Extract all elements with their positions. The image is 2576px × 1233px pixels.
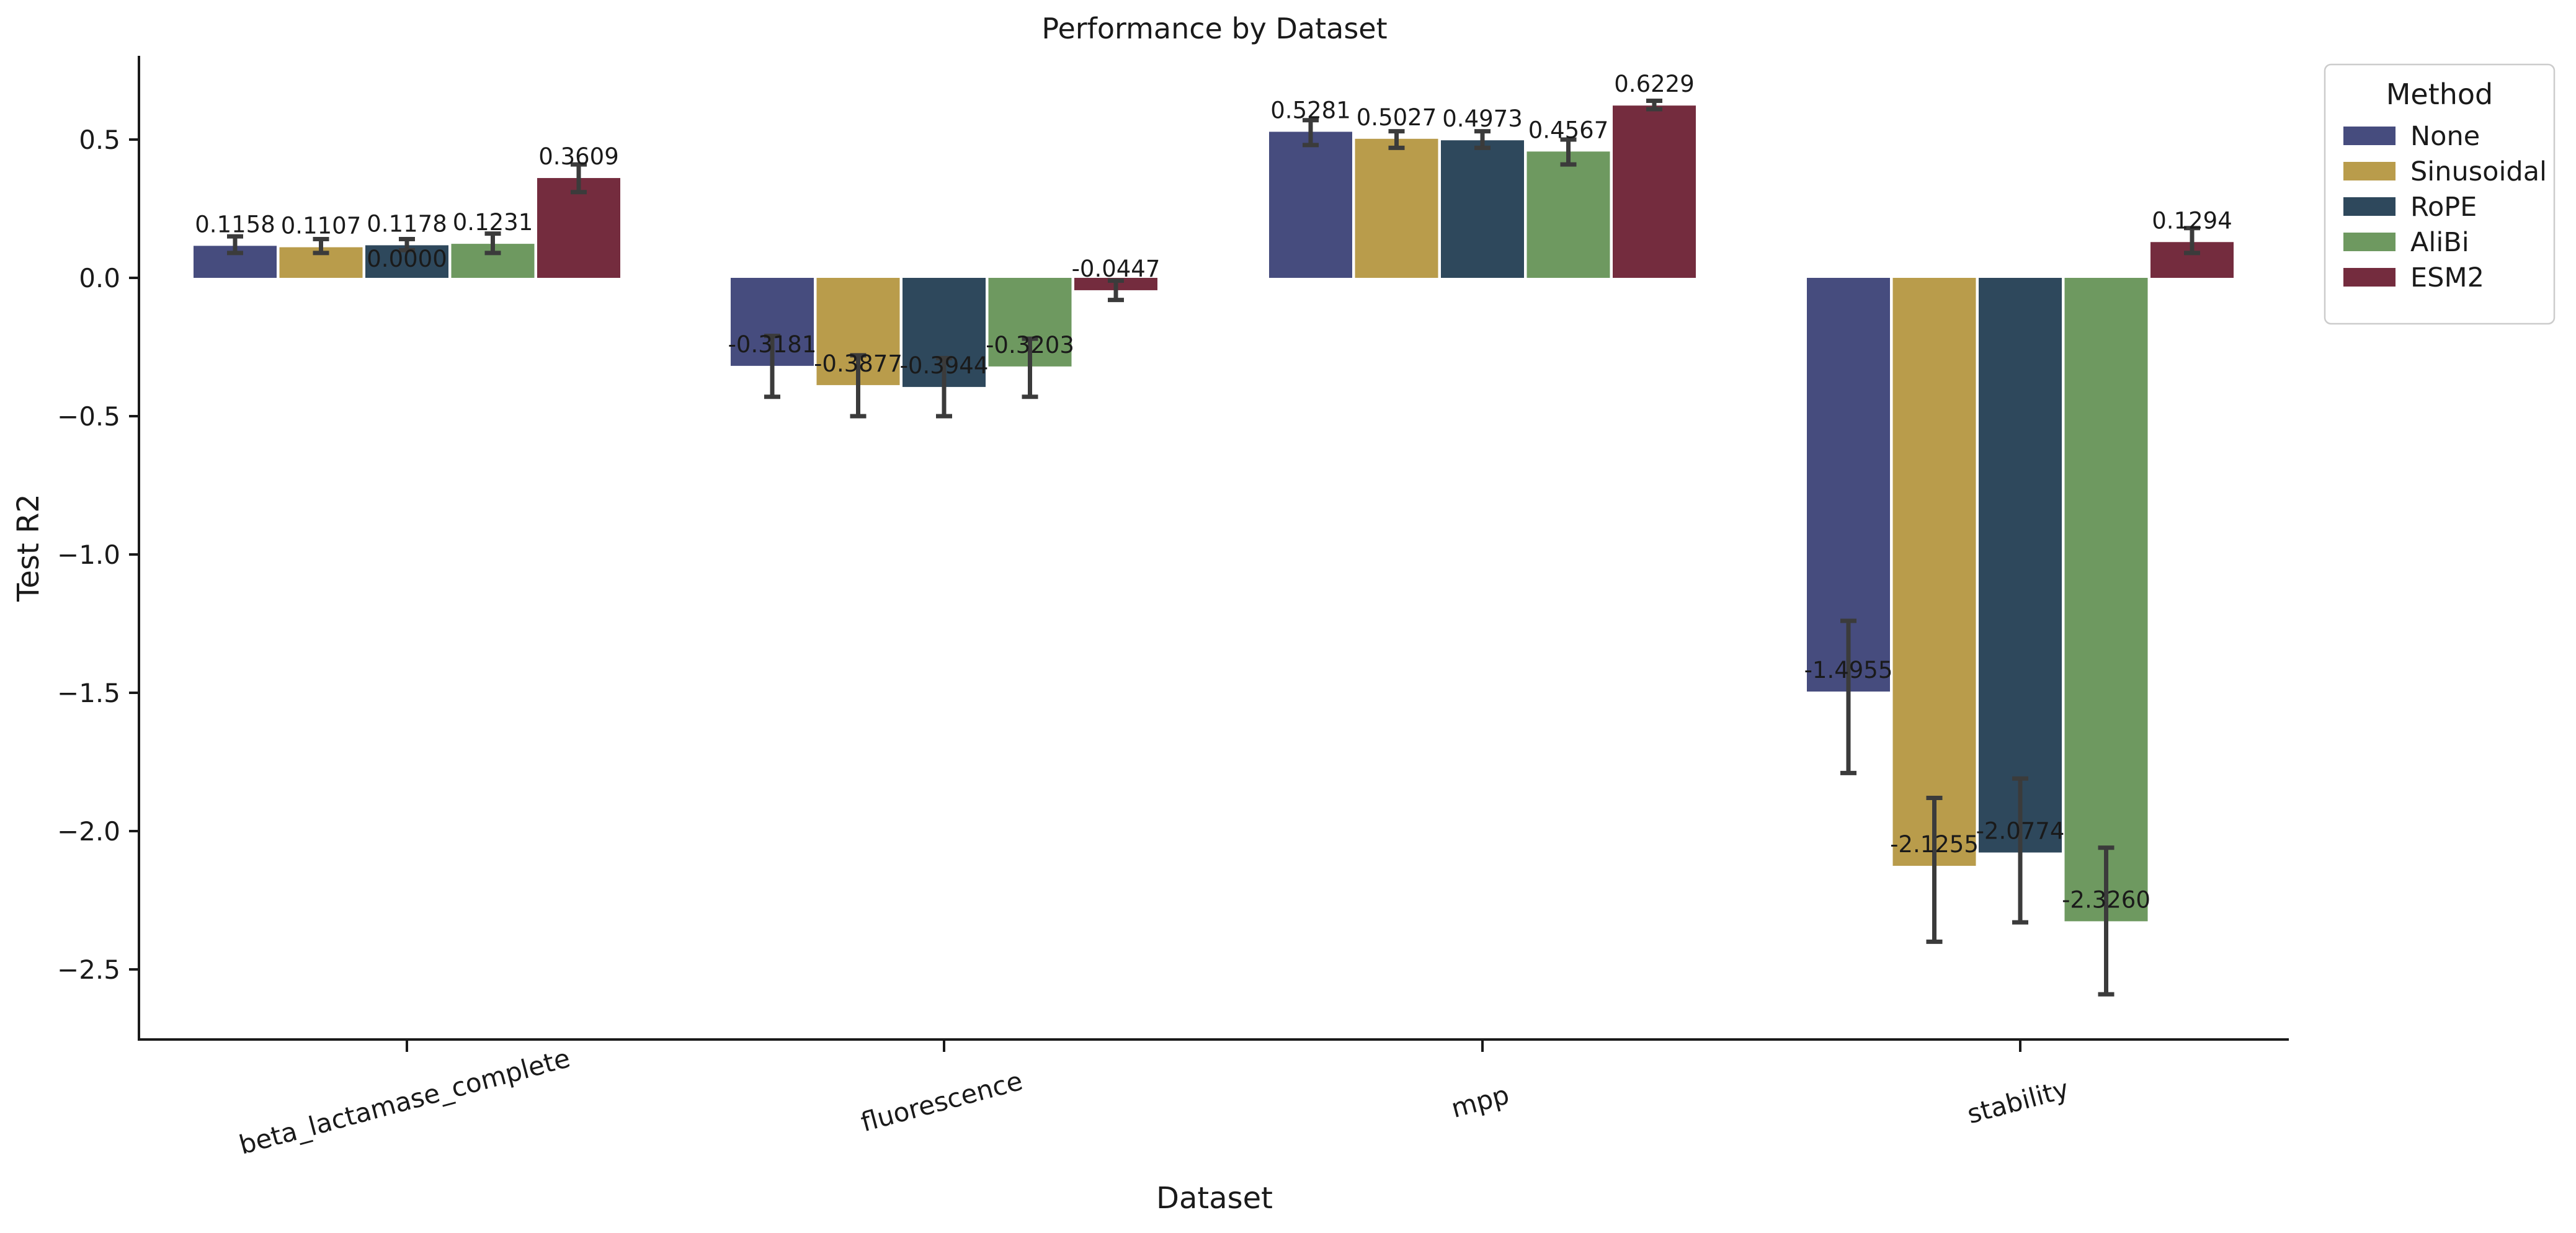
data-label: -0.0447 [1072, 256, 1161, 282]
data-label: 0.1107 [281, 213, 361, 239]
data-label: 0.4567 [1528, 117, 1608, 143]
x-tick-label: mpp [1448, 1079, 1512, 1124]
data-label: 0.4973 [1442, 105, 1522, 132]
data-label: -0.3181 [728, 331, 817, 358]
legend-label: RoPE [2410, 192, 2477, 223]
data-label: 0.1178 [367, 210, 447, 237]
bar [1441, 140, 1524, 278]
y-tick-label: −1.0 [57, 540, 120, 570]
legend: Method None Sinusoidal RoPE AliBi ESM2 [2324, 63, 2556, 325]
legend-swatch [2343, 162, 2396, 180]
legend-swatch [2343, 197, 2396, 216]
x-axis-label: Dataset [1156, 1181, 1273, 1216]
plot-area: 0.1158 -0.3181 0.5281 -1.4955 0.1107 -0.3877 0… [194, 71, 2234, 997]
data-label: 0.1231 [453, 209, 533, 236]
y-axis-ticks: 0.5 0.0 −0.5 −1.0 −1.5 −2.0 −2.5 [57, 125, 139, 985]
legend-label: Sinusoidal [2410, 156, 2547, 187]
y-tick-label: −2.5 [57, 955, 120, 985]
data-label: 0.6229 [1614, 71, 1694, 97]
bar [1892, 278, 1976, 866]
y-tick-label: 0.0 [79, 263, 120, 293]
data-label: -2.1255 [1890, 831, 1979, 858]
legend-swatch [2343, 268, 2396, 287]
x-axis-ticks: beta_lactamase_complete fluorescence mpp st… [236, 1039, 2072, 1160]
legend-label: None [2410, 121, 2480, 152]
data-label: -2.3260 [2062, 886, 2150, 913]
data-label: 0.0000 [367, 246, 447, 272]
data-label: 0.5027 [1357, 104, 1437, 131]
bar [1355, 138, 1438, 278]
legend-swatch [2343, 127, 2396, 145]
data-label: 0.1294 [2152, 207, 2232, 234]
y-axis-label: Test R2 [11, 494, 46, 602]
data-label: 0.1158 [195, 211, 275, 238]
data-label: 0.3609 [538, 143, 618, 170]
x-tick-label: fluorescence [858, 1066, 1026, 1138]
data-label: -2.0774 [1976, 818, 2065, 845]
legend-items: None Sinusoidal RoPE AliBi ESM2 [2343, 121, 2547, 293]
data-label: -1.4955 [1804, 657, 1893, 683]
bar [1526, 151, 1610, 278]
data-label: -0.3944 [900, 352, 989, 379]
bar [2064, 278, 2148, 922]
legend-label: AliBi [2410, 227, 2469, 258]
legend-swatch [2343, 233, 2396, 251]
x-tick-label: beta_lactamase_complete [236, 1043, 573, 1160]
y-tick-label: −2.0 [57, 816, 120, 847]
legend-title: Method [2386, 78, 2494, 111]
y-tick-label: −1.5 [57, 678, 120, 708]
bar [537, 178, 620, 278]
data-label: -0.3877 [814, 350, 902, 377]
y-tick-label: −0.5 [57, 401, 120, 432]
legend-label: ESM2 [2410, 262, 2484, 293]
x-tick-label: stability [1964, 1074, 2072, 1130]
bar [1269, 131, 1352, 278]
bar [1979, 278, 2062, 853]
bar [1613, 105, 1696, 278]
y-tick-label: 0.5 [79, 125, 120, 155]
data-label: 0.5281 [1270, 97, 1350, 123]
chart-title: Performance by Dataset [1041, 12, 1387, 45]
data-label: -0.3203 [986, 332, 1074, 358]
